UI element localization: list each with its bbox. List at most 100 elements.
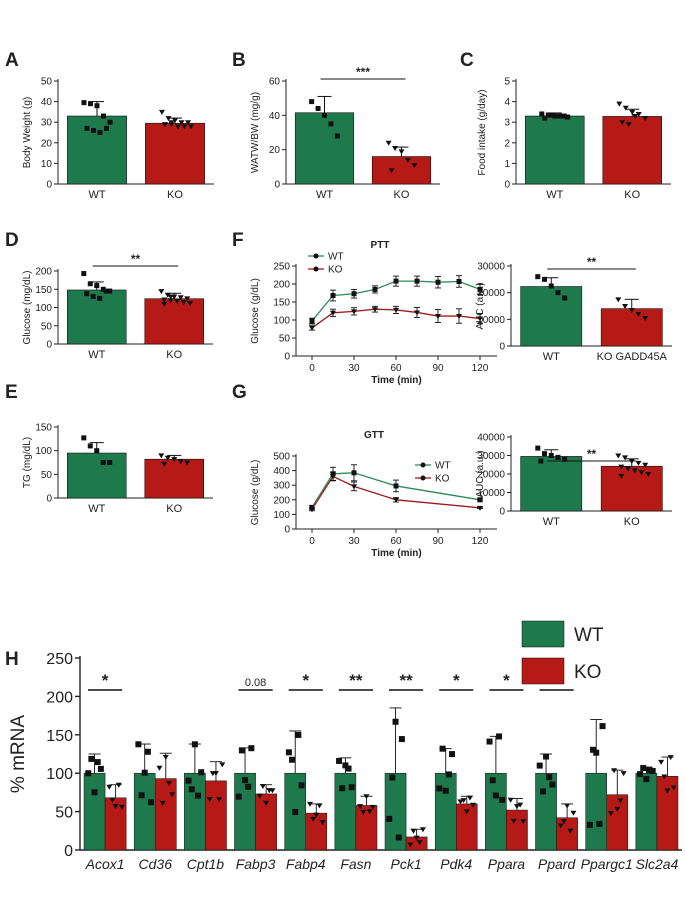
category-label: WT [88,189,105,201]
data-point [351,291,357,297]
significance-label: 0.08 [245,677,266,689]
y-tick-label: 1 [504,159,510,170]
y-tick-label: 40 [269,111,281,122]
y-tick-label: 100 [273,510,290,521]
gene-label: Fasn [340,856,371,872]
data-point [171,457,178,463]
bar-ppargc1-wt [585,772,607,851]
data-point [470,802,477,808]
data-point [622,304,629,309]
data-point [393,307,399,313]
data-point [87,443,93,449]
bar-ko [602,116,662,185]
data-point [520,819,527,825]
data-point [191,741,198,748]
data-point [351,484,357,490]
data-point [404,157,411,163]
x-axis-label: Time (min) [371,548,421,559]
data-point [436,785,443,792]
bar-cpt1b-ko [205,780,227,851]
y-tick-label: 30000 [477,451,505,462]
y-tick-label: 0 [499,507,505,518]
y-tick-label: 250 [46,651,73,668]
data-point [363,794,370,800]
data-point [188,786,195,793]
data-point [81,271,87,277]
data-point [614,806,621,812]
data-point [562,295,568,301]
category-label: KO [624,189,640,201]
bar-wt [67,289,127,345]
data-point [315,105,321,111]
data-point [219,762,226,768]
data-point [517,802,524,808]
y-tick-label: 0 [46,494,52,505]
data-point [620,771,627,777]
bar-fabp4-ko [305,812,328,851]
data-point [618,464,625,470]
y-axis-label: AUC (a.u.) [475,282,486,329]
y-tick-label: 30 [41,118,53,129]
gene-label: Pck1 [391,856,422,872]
data-point [148,799,155,806]
data-point [309,318,315,324]
x-tick-label: 60 [390,363,402,374]
data-point [348,784,355,791]
significance-label: *** [356,65,370,79]
data-point [549,781,556,788]
data-point [638,470,645,476]
data-point [91,789,98,796]
data-point [646,767,653,774]
data-point [188,124,195,130]
data-point [309,99,315,105]
data-point [309,507,315,513]
y-tick-label: 10 [41,159,53,170]
data-point [106,784,113,790]
data-point [435,279,441,285]
significance-label: * [503,671,510,690]
data-point [398,149,405,155]
data-point [617,798,624,804]
y-tick-label: 3 [504,118,510,129]
bar-ko [144,458,205,499]
panel-A: 0 10 20 30 40 50 WT KO Body Weight (g) [22,77,214,201]
y-tick-label: 20 [269,145,281,156]
data-point [664,788,671,794]
data-point [416,840,423,846]
data-point [460,798,467,804]
x-tick-label: 120 [472,363,489,374]
data-point [174,124,181,130]
data-point [90,294,96,300]
x-tick-label: 90 [432,363,444,374]
data-point [642,316,649,321]
x-tick-label: 60 [390,536,402,547]
bar-cd36-wt [133,772,156,851]
category-label: KO [624,516,640,528]
data-point [619,120,626,126]
data-point [169,792,176,798]
gene-label: Pdk4 [440,856,472,872]
data-point [168,120,175,126]
data-point [414,278,420,284]
data-point [289,756,296,763]
data-point [295,731,302,738]
data-point [269,788,276,794]
data-point [292,809,299,816]
x-tick-label: 0 [309,536,315,547]
panel-letter-G: G [232,382,247,403]
data-point [635,312,642,317]
data-point [158,289,165,295]
bar-ko-gadd45a [600,308,663,347]
data-point [548,112,554,118]
gene-label: Ppara [488,856,526,872]
data-point [658,759,665,765]
data-point [499,796,506,803]
data-point [87,281,93,287]
data-point [513,804,520,810]
panel-F_AUC: 0 10000 20000 30000 WT KO GADD45A AUC (a.u.) ** [475,255,672,363]
bar-fasn-ko [355,805,378,851]
bar-pck1-wt [384,772,407,851]
y-tick-label: 50 [41,321,53,332]
bar-wt [520,286,583,347]
data-point [466,795,473,801]
